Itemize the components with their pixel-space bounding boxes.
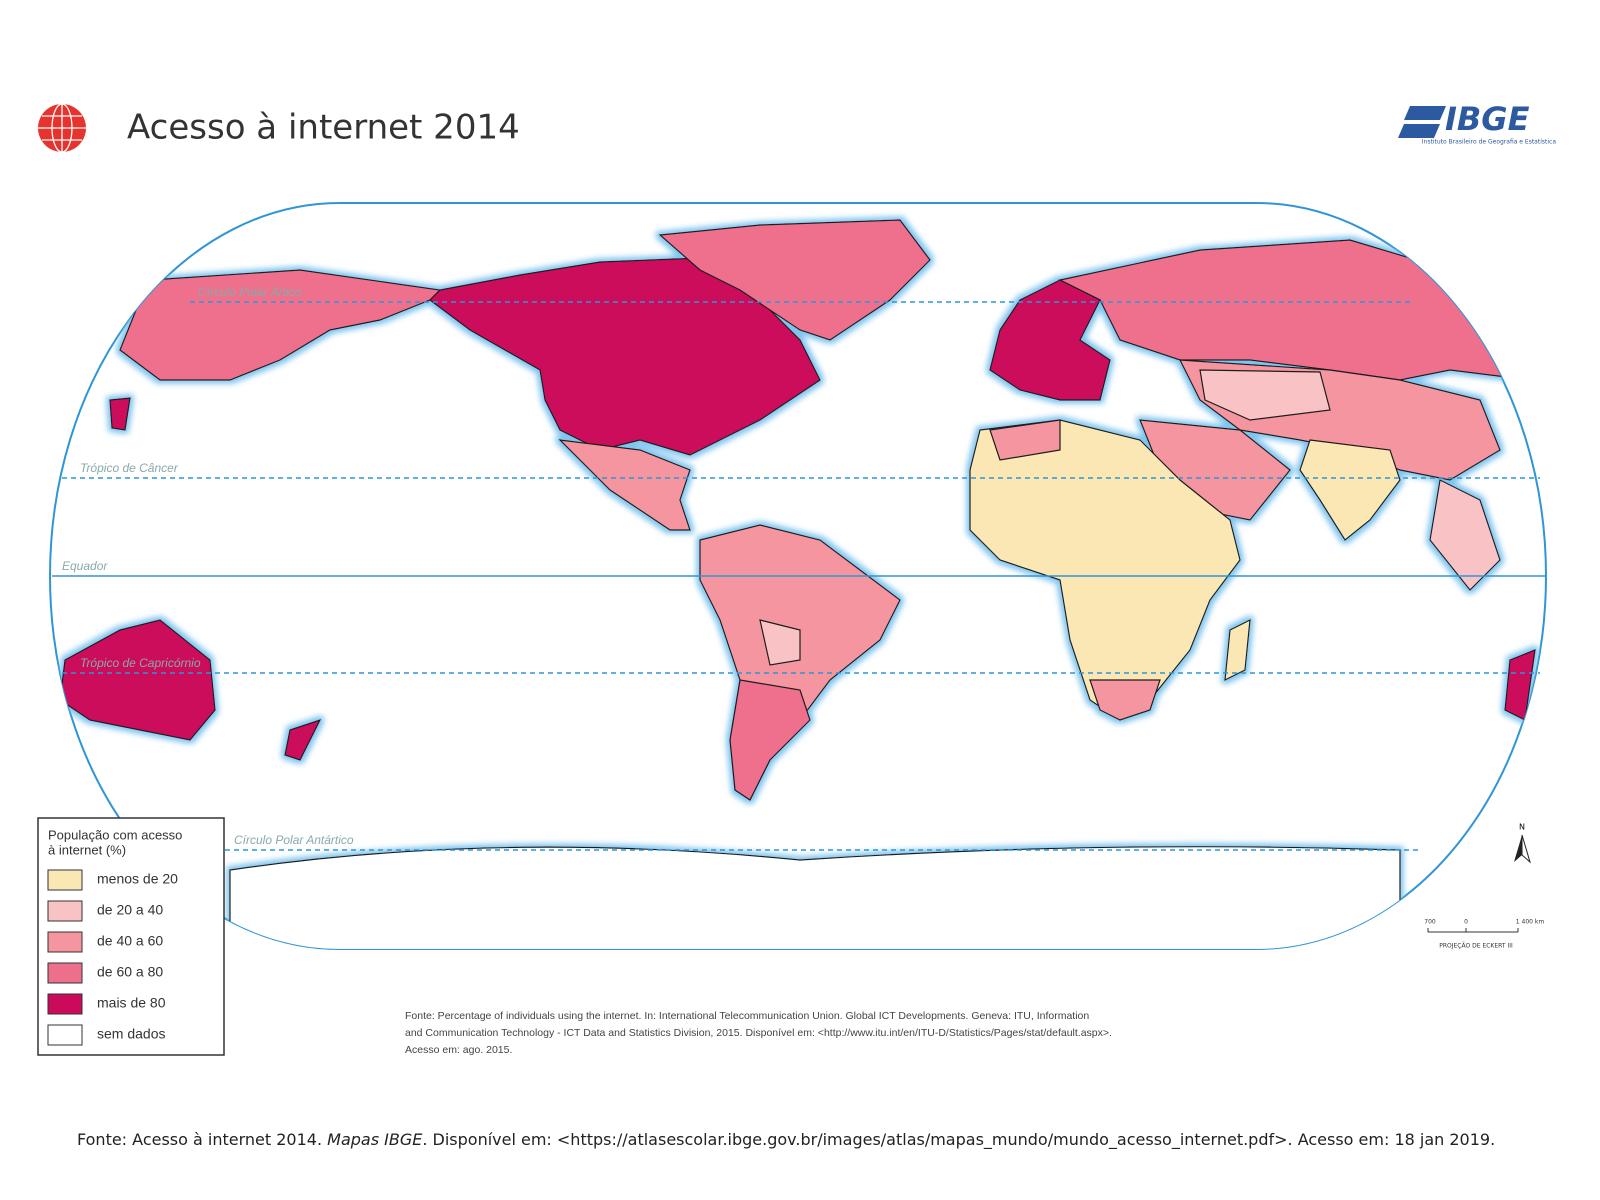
south-asia: [1299, 439, 1401, 541]
southeast-asia: [1429, 479, 1501, 591]
bolivia: [759, 619, 801, 666]
scale-bar: 700 0 1 400 km PROJEÇÃO DE ECKERT III: [1424, 919, 1544, 950]
legend: População com acesso à internet (%) meno…: [37, 817, 225, 1056]
north-arrow: [1514, 835, 1522, 862]
footer-italic: Mapas IBGE: [327, 1130, 423, 1149]
footer-text: Fonte: Acesso à internet 2014.: [77, 1130, 328, 1149]
legend-title: População com acesso: [48, 827, 182, 842]
logo-text: IBGE: [1445, 100, 1530, 138]
latitude-lines: Círculo Polar Ártico Trópico de Câncer E…: [52, 284, 1545, 851]
line-label: Círculo Polar Ártico: [198, 284, 302, 299]
legend-swatch: [47, 931, 83, 953]
line-label: Círculo Polar Antártico: [234, 833, 354, 847]
south-africa: [1089, 679, 1161, 721]
legend-label: de 60 a 80: [97, 964, 163, 980]
source-line: Acesso em: ago. 2015.: [405, 1044, 512, 1056]
projection: PROJEÇÃO DE ECKERT III: [1439, 943, 1513, 950]
scale-line: [1427, 928, 1519, 933]
madagascar: [1224, 618, 1251, 682]
legend-label: de 20 a 40: [97, 902, 163, 918]
legend-title: à internet (%): [48, 842, 126, 857]
north-label: N: [1519, 823, 1525, 832]
scale-label: 1 400 km: [1516, 919, 1545, 926]
antarctica: [229, 846, 1401, 949]
legend-swatch: [47, 1024, 83, 1046]
line-label: Trópico de Câncer: [80, 461, 179, 475]
legend-swatch: [47, 993, 83, 1015]
alaska: [119, 269, 442, 381]
logo-mark: [1398, 106, 1446, 138]
legend-swatch: [47, 962, 83, 984]
australia: [59, 619, 216, 741]
europe: [989, 279, 1111, 401]
new-zealand: [284, 718, 322, 761]
legend-swatch: [47, 900, 83, 922]
legend-label: menos de 20: [97, 871, 178, 887]
line-label: Equador: [62, 559, 108, 573]
footer-text: . Disponível em: <https://atlasescolar.i…: [422, 1130, 1496, 1149]
source-line: and Communication Technology - ICT Data …: [405, 1027, 1112, 1039]
japan: [109, 397, 131, 431]
legend-items: menos de 20 de 20 a 40 de 40 a 60 de 60 a 8…: [47, 869, 178, 1046]
source-line: Fonte: Percentage of individuals using t…: [405, 1010, 1089, 1022]
source: Fonte: Percentage of individuals using t…: [405, 1010, 1112, 1056]
legend-label: de 40 a 60: [97, 933, 163, 949]
kazakhstan: [1199, 369, 1331, 421]
scale-label: 700: [1424, 919, 1436, 926]
scale-label: 0: [1464, 919, 1468, 926]
north-america: [429, 257, 821, 456]
globe-grid: [38, 103, 86, 153]
ibge-logo: IBGE Instituto Brasileiro de Geografia e…: [1398, 100, 1556, 146]
legend-label: mais de 80: [97, 995, 166, 1011]
logo-subtitle: Instituto Brasileiro de Geografia e Esta…: [1422, 139, 1557, 146]
australia-east: [1504, 649, 1536, 721]
title: Acesso à internet 2014: [127, 108, 520, 148]
greenland: [658, 219, 931, 341]
footer: Fonte: Acesso à internet 2014. Mapas IBG…: [77, 1128, 1497, 1151]
russia: [1058, 239, 1541, 381]
central-america: [558, 439, 691, 531]
legend-label: sem dados: [97, 1026, 165, 1042]
legend-swatch: [47, 869, 83, 891]
land: [59, 219, 1541, 949]
line-label: Trópico de Capricórnio: [80, 656, 201, 670]
north-africa: [989, 419, 1061, 461]
argentina: [729, 679, 811, 801]
north-arrow-outline: [1521, 834, 1531, 864]
